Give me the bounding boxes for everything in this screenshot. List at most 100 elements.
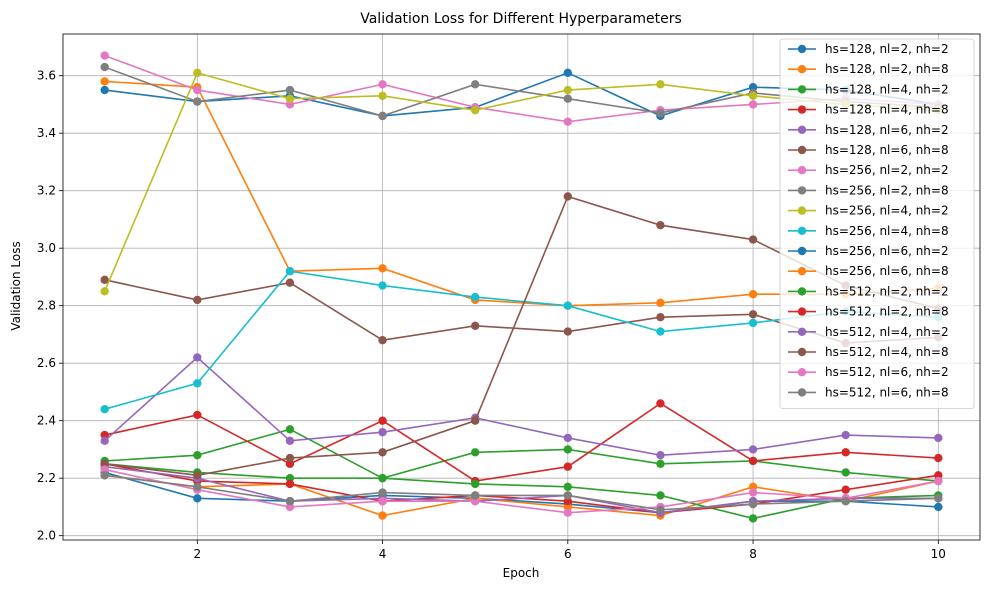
data-point [100, 85, 109, 95]
legend-item: hs=256, nl=2, nh=8 [788, 183, 949, 197]
data-point [563, 496, 573, 506]
data-point [470, 416, 480, 425]
legend-marker [797, 145, 807, 155]
series-line [104, 356, 939, 456]
data-point [656, 298, 665, 308]
data-point [193, 450, 202, 460]
data-point [563, 502, 573, 512]
data-point [841, 496, 850, 506]
series-4 [100, 353, 943, 460]
data-point [285, 473, 295, 483]
legend-label: hs=128, nl=4, nh=2 [825, 82, 949, 96]
data-point [563, 117, 573, 126]
data-point [934, 433, 943, 443]
data-point [841, 448, 850, 457]
legend-item: hs=128, nl=6, nh=2 [788, 123, 949, 137]
data-point [563, 327, 573, 336]
legend-marker [797, 388, 807, 397]
legend-label: hs=128, nl=6, nh=8 [825, 143, 949, 157]
legend-item: hs=128, nl=4, nh=2 [788, 82, 949, 96]
data-point [100, 51, 109, 60]
legend-label: hs=128, nl=2, nh=8 [825, 62, 949, 76]
data-point [841, 468, 850, 477]
y-tick-label: 2.4 [37, 414, 56, 428]
y-tick-label: 3.0 [37, 241, 56, 255]
data-point [378, 473, 387, 483]
data-point [748, 445, 758, 454]
data-point [285, 453, 295, 463]
data-point [656, 220, 665, 230]
data-point [656, 312, 665, 322]
data-point [563, 462, 573, 471]
series-17 [100, 471, 943, 515]
data-point [378, 335, 387, 345]
data-point [563, 445, 573, 454]
legend-label: hs=256, nl=6, nh=8 [825, 264, 949, 278]
data-point [378, 111, 387, 121]
legend-label: hs=128, nl=2, nh=2 [825, 42, 949, 56]
legend-label: hs=256, nl=4, nh=8 [825, 224, 949, 238]
legend-item: hs=512, nl=2, nh=2 [788, 284, 949, 298]
legend-label: hs=128, nl=6, nh=2 [825, 123, 949, 137]
legend-marker [797, 125, 807, 134]
data-point [285, 479, 295, 489]
legend-item: hs=256, nl=4, nh=2 [788, 204, 949, 218]
data-point [934, 494, 943, 503]
series-line [104, 474, 939, 517]
data-point [470, 321, 480, 331]
data-point [470, 448, 480, 457]
series-line [104, 471, 939, 514]
data-point [841, 485, 850, 494]
data-point [193, 68, 202, 78]
data-point [934, 476, 943, 486]
data-point [841, 430, 850, 440]
data-point [934, 502, 943, 512]
data-point [378, 416, 387, 425]
legend-marker [797, 105, 807, 114]
data-point [563, 68, 573, 78]
series-line [104, 474, 939, 511]
legend-item: hs=512, nl=4, nh=2 [788, 325, 949, 339]
chart-title: Validation Loss for Different Hyperparam… [360, 11, 682, 27]
data-point [748, 289, 758, 299]
data-point [748, 310, 758, 319]
y-axis-label: Validation Loss [9, 241, 23, 330]
legend-label: hs=256, nl=2, nh=2 [825, 163, 949, 177]
data-point [563, 94, 573, 103]
data-point [563, 85, 573, 95]
legend-item: hs=512, nl=2, nh=8 [788, 305, 949, 319]
legend-label: hs=512, nl=6, nh=8 [825, 385, 949, 399]
y-tick-label: 3.6 [37, 69, 56, 83]
data-point [470, 105, 480, 115]
data-point [934, 453, 943, 463]
data-point [470, 479, 480, 489]
data-point [378, 496, 387, 506]
data-point [748, 82, 758, 92]
x-axis-ticks: 2 4 6 8 10 [193, 540, 946, 561]
data-point [378, 488, 387, 497]
legend-marker [797, 368, 807, 377]
data-point [285, 459, 295, 469]
legend-label: hs=256, nl=2, nh=8 [825, 183, 949, 197]
data-point [748, 499, 758, 509]
y-tick-label: 2.8 [37, 299, 56, 313]
legend-item: hs=128, nl=4, nh=8 [788, 103, 949, 117]
data-point [378, 281, 387, 290]
data-point [748, 100, 758, 109]
x-tick-label: 6 [564, 547, 572, 561]
x-tick-label: 10 [931, 547, 946, 561]
legend-item: hs=256, nl=6, nh=8 [788, 264, 949, 278]
data-point [656, 327, 665, 336]
legend-marker [797, 327, 807, 336]
x-tick-label: 2 [193, 547, 201, 561]
y-tick-label: 2.6 [37, 356, 56, 370]
data-point [748, 235, 758, 244]
legend-label: hs=512, nl=4, nh=2 [825, 325, 949, 339]
series-line [104, 465, 939, 514]
data-point [378, 80, 387, 89]
legend-label: hs=512, nl=2, nh=8 [825, 305, 949, 319]
series-3 [100, 399, 943, 486]
data-point [934, 471, 943, 480]
data-point [100, 287, 109, 296]
